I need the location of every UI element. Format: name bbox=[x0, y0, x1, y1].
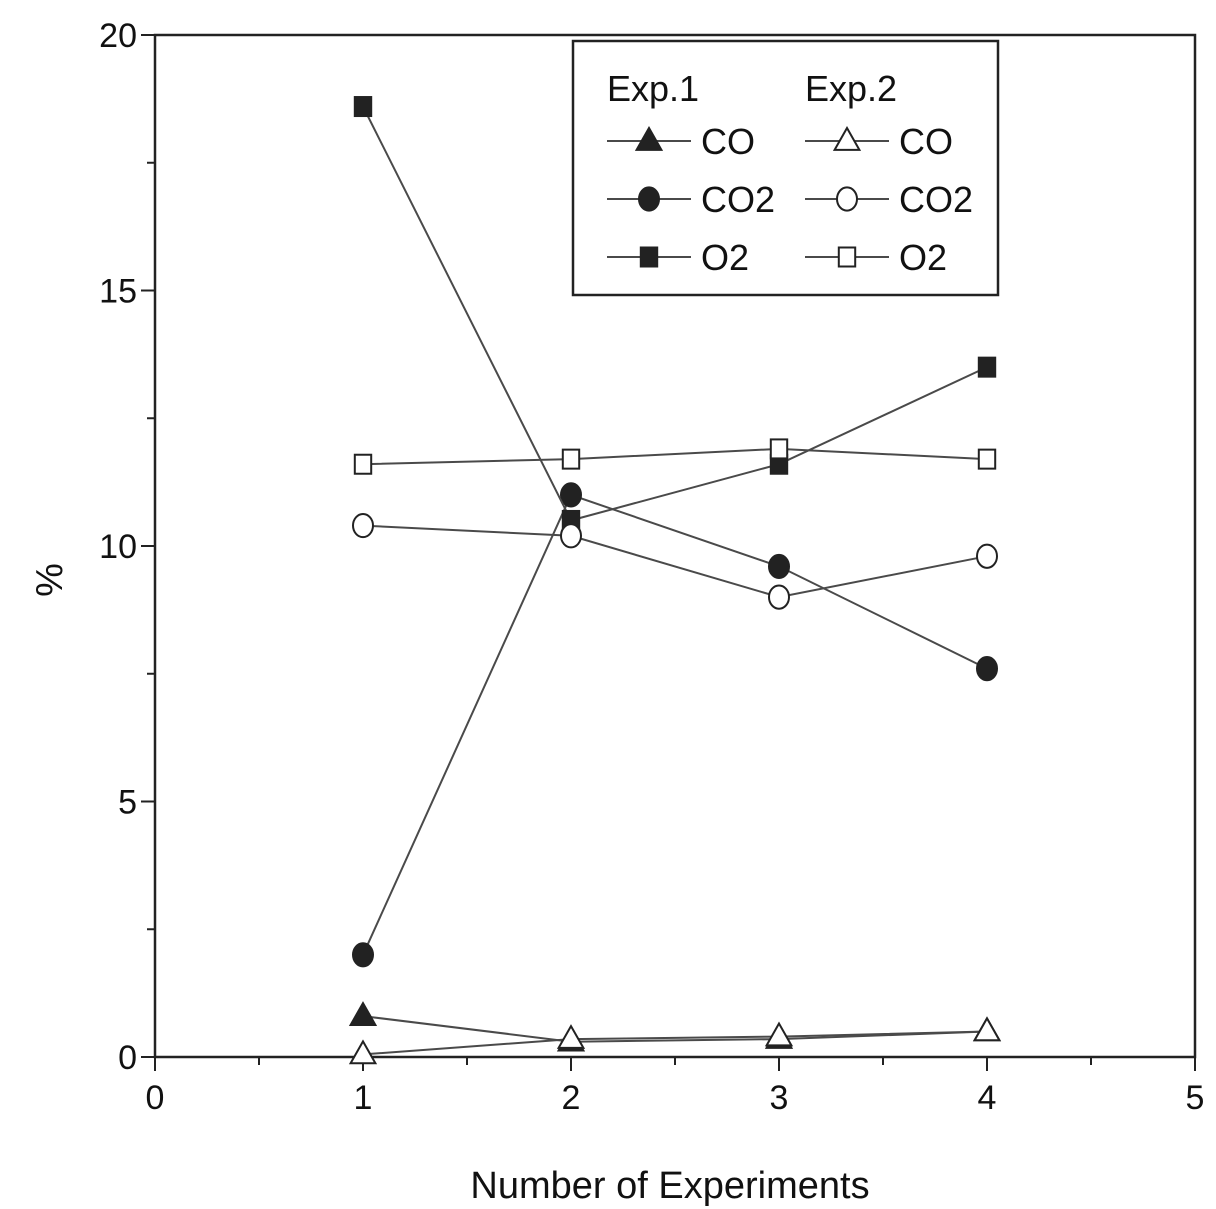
y-tick-label: 15 bbox=[99, 273, 137, 311]
data-point-exp-2-co2 bbox=[976, 543, 998, 569]
x-tick-label: 5 bbox=[1186, 1079, 1205, 1117]
data-point-exp-1-co2 bbox=[768, 553, 790, 580]
data-point-exp-2-o2 bbox=[769, 438, 789, 460]
data-point-exp-1-o2 bbox=[353, 96, 373, 118]
y-tick-label: 10 bbox=[99, 528, 137, 566]
x-tick-label: 0 bbox=[146, 1079, 165, 1117]
y-axis-title: % bbox=[29, 563, 71, 597]
y-tick-label: 0 bbox=[118, 1039, 137, 1077]
legend-label: O2 bbox=[899, 237, 947, 278]
series-line-exp-2-co2 bbox=[362, 524, 988, 599]
y-tick-label: 5 bbox=[118, 784, 137, 822]
y-tick-label: 20 bbox=[99, 17, 137, 55]
series-exp-2-co bbox=[348, 1016, 1002, 1065]
series-layer bbox=[348, 96, 1002, 1065]
data-point-exp-1-co2 bbox=[560, 482, 582, 508]
legend-label: O2 bbox=[701, 237, 749, 278]
series-line-exp-2-co bbox=[362, 1030, 988, 1056]
data-point-exp-2-o2 bbox=[977, 448, 997, 470]
data-point-exp-2-co bbox=[764, 1021, 794, 1047]
x-tick-label: 4 bbox=[978, 1079, 997, 1117]
legend-label: CO bbox=[899, 121, 953, 162]
legend-marker bbox=[639, 246, 659, 268]
data-point-exp-1-co2 bbox=[976, 656, 998, 682]
legend-marker bbox=[638, 186, 660, 212]
series-exp-1-co2 bbox=[352, 482, 998, 968]
legend-marker bbox=[837, 246, 857, 268]
series-line-exp-1-co bbox=[362, 1015, 988, 1043]
series-line-exp-2-o2 bbox=[362, 447, 988, 466]
data-point-exp-2-co2 bbox=[768, 584, 790, 610]
x-axis-title: Number of Experiments bbox=[470, 1165, 869, 1207]
data-point-exp-2-co2 bbox=[352, 512, 374, 539]
x-tick-label: 1 bbox=[354, 1079, 373, 1117]
data-point-exp-2-co bbox=[556, 1024, 586, 1049]
data-point-exp-2-co2 bbox=[560, 523, 582, 549]
series-exp-1-co bbox=[348, 1001, 1002, 1052]
legend-marker bbox=[832, 125, 862, 151]
data-point-exp-1-o2 bbox=[977, 356, 997, 378]
data-point-exp-1-co bbox=[348, 1001, 378, 1026]
data-point-exp-2-o2 bbox=[561, 448, 581, 470]
series-line-exp-1-o2 bbox=[362, 106, 988, 522]
series-line-exp-1-co2 bbox=[362, 493, 988, 956]
legend-label: CO bbox=[701, 121, 755, 162]
legend-label: CO2 bbox=[899, 179, 973, 220]
x-tick-label: 2 bbox=[562, 1079, 581, 1117]
data-point-exp-2-o2 bbox=[353, 453, 373, 475]
legend-label: CO2 bbox=[701, 179, 775, 220]
legend-marker bbox=[836, 186, 858, 212]
series-exp-2-o2 bbox=[353, 438, 997, 475]
legend-group-title: Exp.1 bbox=[607, 68, 699, 109]
data-point-exp-2-co bbox=[972, 1016, 1002, 1042]
series-exp-2-co2 bbox=[352, 512, 998, 610]
legend-marker bbox=[634, 125, 664, 151]
x-tick-label: 3 bbox=[770, 1079, 789, 1117]
data-point-exp-1-co2 bbox=[352, 942, 374, 968]
data-point-exp-2-co bbox=[348, 1039, 378, 1065]
axis-ticks-layer: 0 1 2 3 4 5 0 5 10 15 20 bbox=[99, 17, 1204, 1117]
legend-group-title: Exp.2 bbox=[805, 68, 897, 109]
